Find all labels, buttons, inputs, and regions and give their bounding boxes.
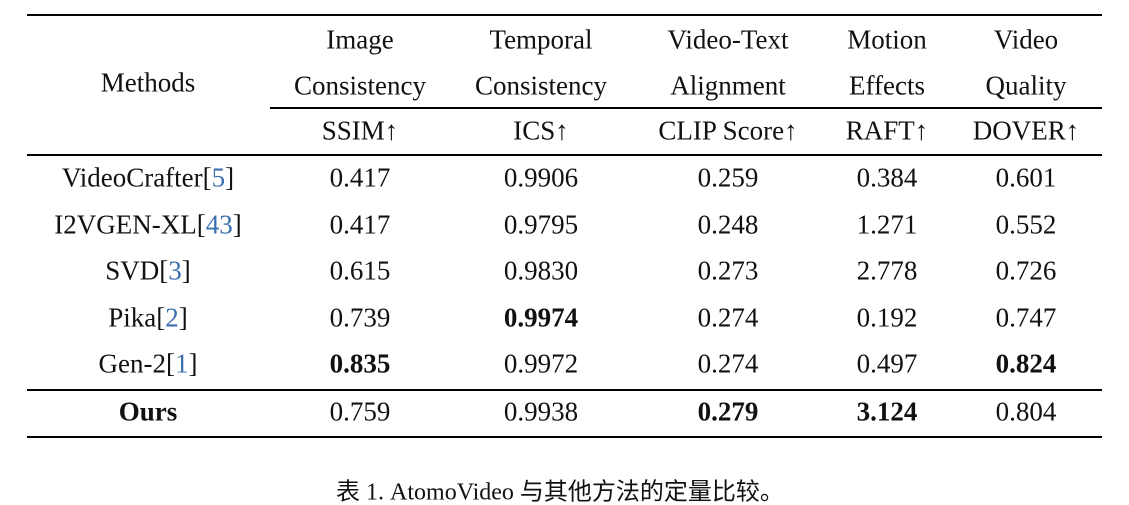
header-metric: DOVER↑ (972, 115, 1080, 146)
ours-rule (27, 389, 1102, 391)
cell: 0.192 (856, 302, 918, 332)
caption: 表 1. AtomoVideo 与其他方法的定量比较。 (336, 479, 784, 505)
cell: 0.273 (697, 255, 759, 286)
cell: 2.778 (856, 255, 918, 286)
method-name: SVD[3] (105, 256, 191, 287)
header-group: Consistency (294, 70, 426, 101)
method-name: Ours (119, 397, 178, 428)
method-name: Pika[2] (108, 302, 188, 333)
cell: 0.747 (995, 302, 1057, 332)
cell: 0.384 (856, 162, 918, 193)
citation: ] (225, 162, 235, 193)
method-text: Pika (108, 302, 157, 332)
cell: 0.804 (995, 396, 1057, 427)
cell: 0.274 (697, 302, 759, 332)
method-text: VideoCrafter (61, 162, 203, 193)
cell: 0.739 (329, 302, 391, 332)
cell: 0.835 (329, 348, 391, 379)
cell: 0.726 (995, 255, 1057, 286)
header-metric: SSIM↑ (321, 115, 399, 146)
cell: 0.417 (329, 209, 391, 239)
cell: 0.9972 (503, 348, 579, 379)
cell: 3.124 (856, 396, 918, 427)
cell: 0.274 (697, 348, 759, 379)
top-rule (27, 14, 1102, 16)
cell: 0.9974 (503, 302, 579, 332)
header-group: Video-Text (667, 24, 789, 55)
header-group: Effects (849, 70, 925, 101)
header-group: Video (993, 24, 1059, 55)
cell: 0.9938 (503, 396, 579, 427)
citation: 43 (205, 209, 233, 239)
cell: 0.417 (329, 162, 391, 193)
header-group: Motion (847, 24, 927, 55)
cell: 0.615 (329, 255, 391, 286)
cell: 0.824 (995, 348, 1057, 379)
cell: 0.497 (856, 348, 918, 379)
citation: [ (156, 302, 166, 332)
method-text: SVD (105, 255, 160, 286)
header-group: Alignment (670, 70, 786, 101)
cell: 0.759 (329, 396, 391, 427)
cell: 1.271 (856, 209, 918, 239)
header-metric: ICS↑ (513, 115, 569, 146)
citation: 5 (211, 162, 226, 193)
citation: [ (202, 162, 212, 193)
method-name: VideoCrafter[5] (62, 163, 234, 194)
header-group: Consistency (475, 70, 607, 101)
citation: [ (165, 348, 175, 379)
citation: ] (178, 302, 188, 332)
header-methods: Methods (100, 67, 196, 98)
header-group: Temporal (489, 24, 593, 55)
method-text: I2VGEN-XL (54, 209, 197, 239)
header-metric: CLIP Score↑ (658, 115, 798, 146)
citation: 3 (168, 255, 182, 286)
mid-rule (270, 107, 1102, 109)
citation: ] (181, 255, 191, 286)
citation: 1 (174, 348, 189, 379)
cell: 0.601 (995, 162, 1057, 193)
cell: 0.248 (697, 209, 759, 239)
cell: 0.9795 (503, 209, 579, 239)
header-rule (27, 154, 1102, 156)
cell: 0.279 (697, 396, 759, 427)
header-metric: RAFT↑ (845, 115, 929, 146)
citation: 2 (165, 302, 179, 332)
method-name: Gen-2[1] (99, 349, 198, 380)
method-text: Ours (118, 396, 178, 427)
citation: ] (188, 348, 198, 379)
cell: 0.9906 (503, 162, 579, 193)
method-text: Gen-2 (98, 348, 166, 379)
cell: 0.259 (697, 162, 759, 193)
cell: 0.552 (995, 209, 1057, 239)
citation: [ (159, 255, 169, 286)
cell: 0.9830 (503, 255, 579, 286)
header-group: Quality (985, 70, 1067, 101)
citation: [ (196, 209, 206, 239)
citation: ] (232, 209, 242, 239)
method-name: I2VGEN-XL[43] (54, 209, 241, 240)
header-group: Image (326, 24, 394, 55)
bottom-rule (27, 436, 1102, 438)
